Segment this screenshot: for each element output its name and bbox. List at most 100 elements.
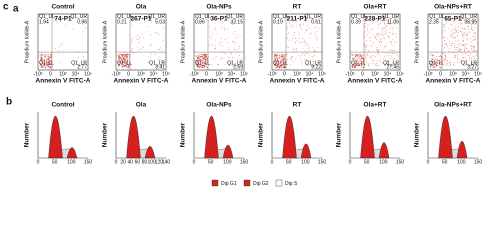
event-dot	[302, 41, 304, 43]
event-dot	[200, 53, 202, 55]
event-dot	[444, 58, 446, 60]
event-dot	[457, 26, 459, 28]
event-dot	[381, 41, 383, 43]
event-dot	[467, 50, 469, 52]
event-dot	[355, 64, 357, 66]
event-dot	[197, 55, 199, 57]
event-dot	[136, 38, 138, 40]
event-dot	[281, 61, 283, 63]
x-tick-label: 10³	[137, 71, 145, 77]
event-dot	[198, 63, 200, 65]
event-dot	[445, 54, 447, 56]
event-dot	[384, 64, 386, 66]
event-dot	[143, 55, 145, 57]
event-dot	[475, 38, 477, 40]
event-dot	[277, 64, 278, 66]
event-dot	[304, 59, 306, 60]
event-dot	[393, 49, 395, 51]
event-dot	[474, 19, 476, 21]
event-dot	[458, 18, 460, 20]
event-dot	[45, 56, 47, 58]
event-dot	[230, 52, 232, 54]
event-dot	[303, 23, 305, 25]
x-tick-label: 80	[142, 159, 148, 165]
event-dot	[214, 27, 216, 29]
event-dot	[361, 61, 363, 63]
event-dot	[160, 52, 162, 54]
event-dot	[309, 49, 311, 51]
quadrant-label: Q1_UL	[351, 14, 367, 20]
event-dot	[202, 64, 204, 66]
event-dot	[442, 31, 444, 33]
event-dot	[213, 28, 215, 30]
event-dot	[314, 51, 316, 53]
event-dot	[377, 49, 379, 51]
event-dot	[120, 63, 122, 64]
event-dot	[291, 56, 293, 57]
event-dot	[204, 63, 206, 65]
event-dot	[296, 24, 298, 26]
event-dot	[130, 50, 132, 52]
event-dot	[161, 49, 163, 51]
event-dot	[119, 57, 121, 59]
event-dot	[121, 61, 123, 63]
event-dot	[127, 67, 129, 69]
event-dot	[453, 43, 455, 44]
event-dot	[432, 63, 434, 65]
event-dot	[395, 19, 397, 21]
y-axis-label: Propidium Iodide-A	[258, 20, 264, 63]
event-dot	[150, 44, 152, 45]
event-dot	[50, 54, 52, 56]
event-dot	[358, 57, 360, 59]
event-dot	[443, 36, 445, 38]
g1-peak	[204, 116, 219, 159]
quadrant-label: Q1_LL	[117, 60, 132, 66]
event-dot	[363, 60, 365, 62]
event-dot	[298, 31, 300, 33]
event-dot	[352, 61, 354, 63]
event-dot	[122, 57, 124, 59]
event-dot	[201, 60, 203, 61]
event-dot	[374, 63, 376, 65]
y-axis-label: Number	[414, 122, 421, 147]
x-tick-label: 0	[193, 159, 196, 165]
event-dot	[219, 59, 221, 61]
figure: c a b Dip G1 Dip G2 Dip S Control Propidi…	[3, 2, 482, 187]
event-dot	[235, 34, 237, 36]
event-dot	[47, 54, 49, 56]
event-dot	[435, 61, 437, 63]
quadrant-value: 5.03	[155, 19, 165, 25]
g2-peak	[144, 146, 156, 159]
event-dot	[376, 33, 378, 35]
event-dot	[474, 57, 476, 59]
event-dot	[41, 62, 43, 64]
event-dot	[216, 63, 218, 65]
event-dot	[117, 66, 119, 68]
event-dot	[201, 56, 203, 58]
event-dot	[472, 22, 474, 24]
event-dot	[433, 63, 435, 65]
event-dot	[453, 28, 455, 30]
event-dot	[229, 22, 231, 23]
event-dot	[317, 26, 318, 28]
event-dot	[122, 66, 124, 68]
quadrant-label: Q1_UR	[460, 14, 477, 20]
event-dot	[440, 67, 442, 69]
event-dot	[394, 17, 396, 19]
event-dot	[200, 56, 202, 58]
event-dot	[444, 30, 446, 32]
event-dot	[472, 45, 473, 47]
event-dot	[373, 17, 375, 19]
event-dot	[467, 25, 469, 27]
x-tick-label: 100	[67, 159, 76, 165]
event-dot	[361, 63, 363, 65]
event-dot	[439, 62, 441, 64]
event-dot	[281, 56, 283, 57]
event-dot	[128, 65, 130, 66]
quadrant-label: Q1_LR	[383, 60, 399, 66]
event-dot	[472, 18, 474, 20]
event-dot	[311, 56, 313, 58]
event-dot	[48, 59, 50, 61]
event-dot	[295, 17, 297, 19]
event-dot	[356, 57, 358, 59]
